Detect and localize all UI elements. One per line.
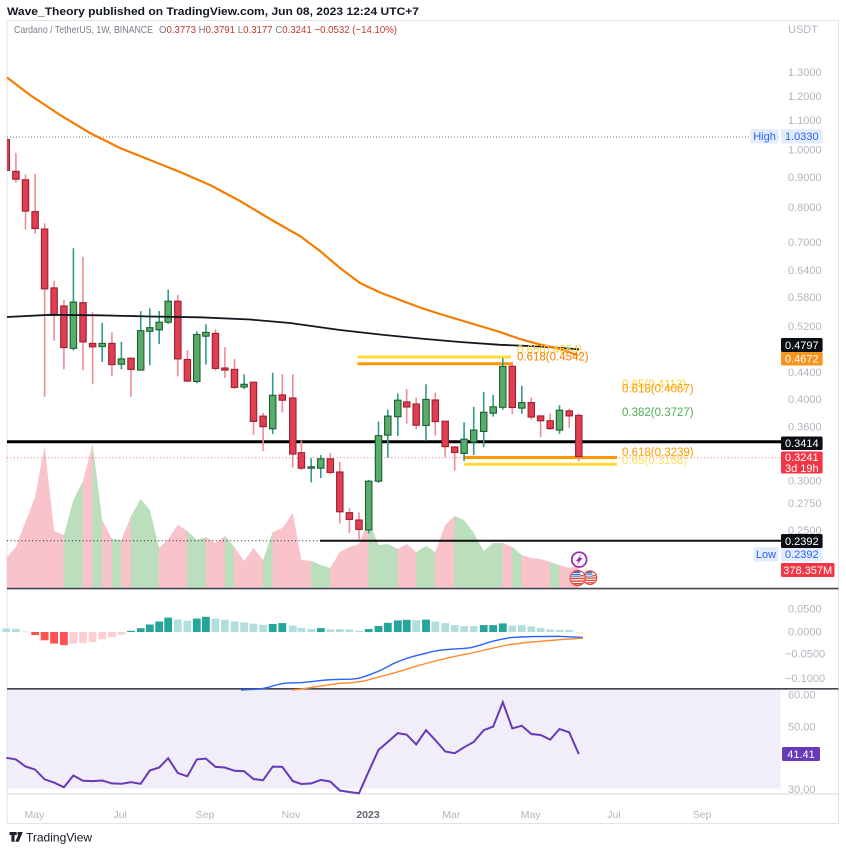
svg-text:May: May: [521, 809, 542, 821]
svg-text:1.1000: 1.1000: [788, 115, 822, 127]
svg-text:30.00: 30.00: [788, 784, 816, 796]
svg-text:0.4400: 0.4400: [788, 367, 822, 379]
svg-text:Cardano / TetherUS, 1W, BINANC: Cardano / TetherUS, 1W, BINANCE: [14, 24, 153, 36]
svg-text:1.0000: 1.0000: [788, 145, 822, 157]
svg-text:0.618(0.4542): 0.618(0.4542): [517, 352, 589, 364]
svg-text:0.65(0.3168): 0.65(0.3168): [622, 455, 687, 467]
svg-text:0.0500: 0.0500: [788, 604, 822, 616]
svg-text:0.5200: 0.5200: [788, 321, 822, 333]
svg-text:41.41: 41.41: [787, 749, 815, 761]
svg-text:0.4797: 0.4797: [785, 340, 819, 352]
svg-text:0.5800: 0.5800: [788, 292, 822, 304]
svg-text:0.382(0.3727): 0.382(0.3727): [622, 407, 694, 419]
svg-text:0.618(0.3239): 0.618(0.3239): [622, 447, 694, 459]
svg-text:1.2000: 1.2000: [788, 91, 822, 103]
svg-text:378.357M: 378.357M: [783, 565, 832, 577]
svg-text:2023: 2023: [356, 809, 380, 821]
svg-text:High: High: [753, 131, 776, 143]
svg-text:Wave_Theory published on Tradi: Wave_Theory published on TradingView.com…: [7, 6, 419, 18]
svg-text:60.00: 60.00: [788, 689, 816, 701]
svg-text:1.3000: 1.3000: [788, 67, 822, 79]
svg-text:TradingView: TradingView: [26, 831, 92, 845]
svg-text:Jul: Jul: [607, 809, 620, 821]
svg-text:0.9000: 0.9000: [788, 172, 822, 184]
svg-text:0.3000: 0.3000: [788, 476, 822, 488]
svg-text:Sep: Sep: [196, 809, 215, 821]
svg-text:0.3414: 0.3414: [785, 438, 819, 450]
svg-text:−0.1000: −0.1000: [785, 673, 825, 685]
svg-text:Nov: Nov: [282, 809, 301, 821]
svg-text:0.65(0.4113): 0.65(0.4113): [622, 379, 687, 391]
svg-text:3d 19h: 3d 19h: [785, 463, 819, 475]
svg-text:0.3600: 0.3600: [788, 422, 822, 434]
svg-text:50.00: 50.00: [788, 722, 816, 734]
svg-text:0.7000: 0.7000: [788, 237, 822, 249]
svg-text:0.0000: 0.0000: [788, 627, 822, 639]
svg-text:USDT: USDT: [788, 24, 818, 36]
svg-text:0.2392: 0.2392: [785, 549, 819, 561]
svg-text:Sep: Sep: [693, 809, 712, 821]
svg-text:0.8000: 0.8000: [788, 202, 822, 214]
svg-text:0.3241: 0.3241: [785, 452, 819, 464]
svg-text:0.4672: 0.4672: [785, 354, 819, 366]
svg-text:Mar: Mar: [442, 809, 461, 821]
svg-text:0.65(0.4654): 0.65(0.4654): [517, 345, 582, 357]
svg-text:0.6400: 0.6400: [788, 265, 822, 277]
svg-text:May: May: [24, 809, 45, 821]
svg-text:1.0330: 1.0330: [785, 131, 819, 143]
svg-text:O0.3773 H0.3791 L0.3177 C0.324: O0.3773 H0.3791 L0.3177 C0.3241 −0.0532 …: [159, 24, 397, 36]
svg-text:0.2750: 0.2750: [788, 498, 822, 510]
svg-text:Jul: Jul: [113, 809, 126, 821]
svg-text:Low: Low: [756, 549, 776, 561]
svg-text:0.4000: 0.4000: [788, 394, 822, 406]
svg-text:−0.0500: −0.0500: [785, 649, 825, 661]
svg-text:0.618(0.4067): 0.618(0.4067): [622, 384, 694, 396]
svg-text:0.2392: 0.2392: [785, 536, 819, 548]
